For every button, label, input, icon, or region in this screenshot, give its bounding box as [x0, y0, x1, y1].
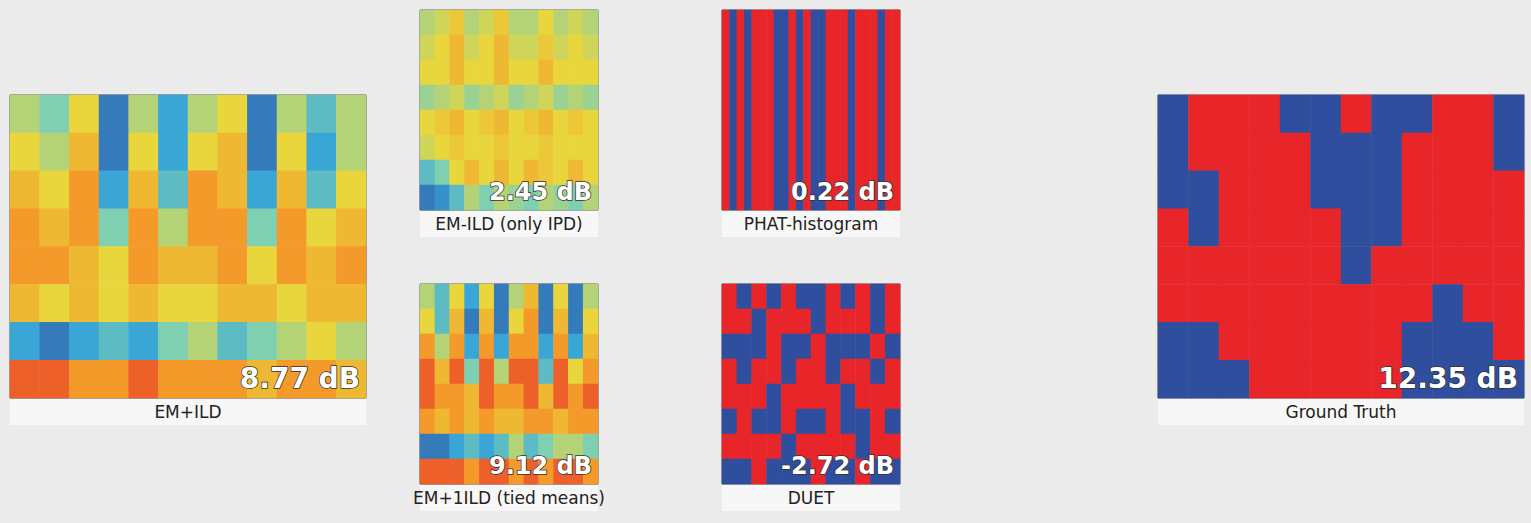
svg-text:PHAT-histogram: PHAT-histogram — [744, 214, 878, 234]
svg-text:-2.72 dB: -2.72 dB — [781, 452, 894, 480]
svg-text:EM-ILD (only IPD): EM-ILD (only IPD) — [435, 214, 583, 234]
svg-text:Ground Truth: Ground Truth — [1285, 402, 1396, 422]
svg-text:12.35 dB: 12.35 dB — [1378, 362, 1518, 395]
svg-text:9.12 dB: 9.12 dB — [489, 452, 592, 480]
svg-text:8.77 dB: 8.77 dB — [240, 362, 360, 395]
svg-text:DUET: DUET — [788, 488, 835, 508]
svg-text:0.22 dB: 0.22 dB — [791, 178, 894, 206]
svg-text:EM+1ILD (tied means): EM+1ILD (tied means) — [413, 488, 605, 508]
svg-text:2.45 dB: 2.45 dB — [489, 178, 592, 206]
svg-text:EM+ILD: EM+ILD — [154, 402, 221, 422]
